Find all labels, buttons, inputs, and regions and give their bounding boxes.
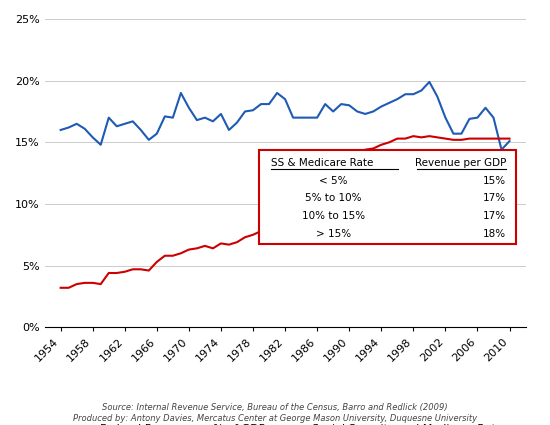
Text: 5% to 10%: 5% to 10%	[305, 193, 361, 204]
Text: Revenue per GDP: Revenue per GDP	[415, 158, 507, 168]
Text: 18%: 18%	[483, 229, 507, 239]
Text: 17%: 17%	[483, 193, 507, 204]
Text: 17%: 17%	[483, 211, 507, 221]
Text: < 5%: < 5%	[319, 176, 348, 186]
Text: Source: Internal Revenue Service, Bureau of the Census, Barro and Redlick (2009): Source: Internal Revenue Service, Bureau…	[73, 403, 477, 423]
Text: SS & Medicare Rate: SS & Medicare Rate	[271, 158, 373, 168]
Text: 15%: 15%	[483, 176, 507, 186]
Bar	[258, 150, 516, 244]
Text: 10% to 15%: 10% to 15%	[301, 211, 365, 221]
Legend: Federal Revenue as % of GDP, Social Security and Medicare Rate: Federal Revenue as % of GDP, Social Secu…	[63, 420, 508, 425]
Text: > 15%: > 15%	[316, 229, 351, 239]
